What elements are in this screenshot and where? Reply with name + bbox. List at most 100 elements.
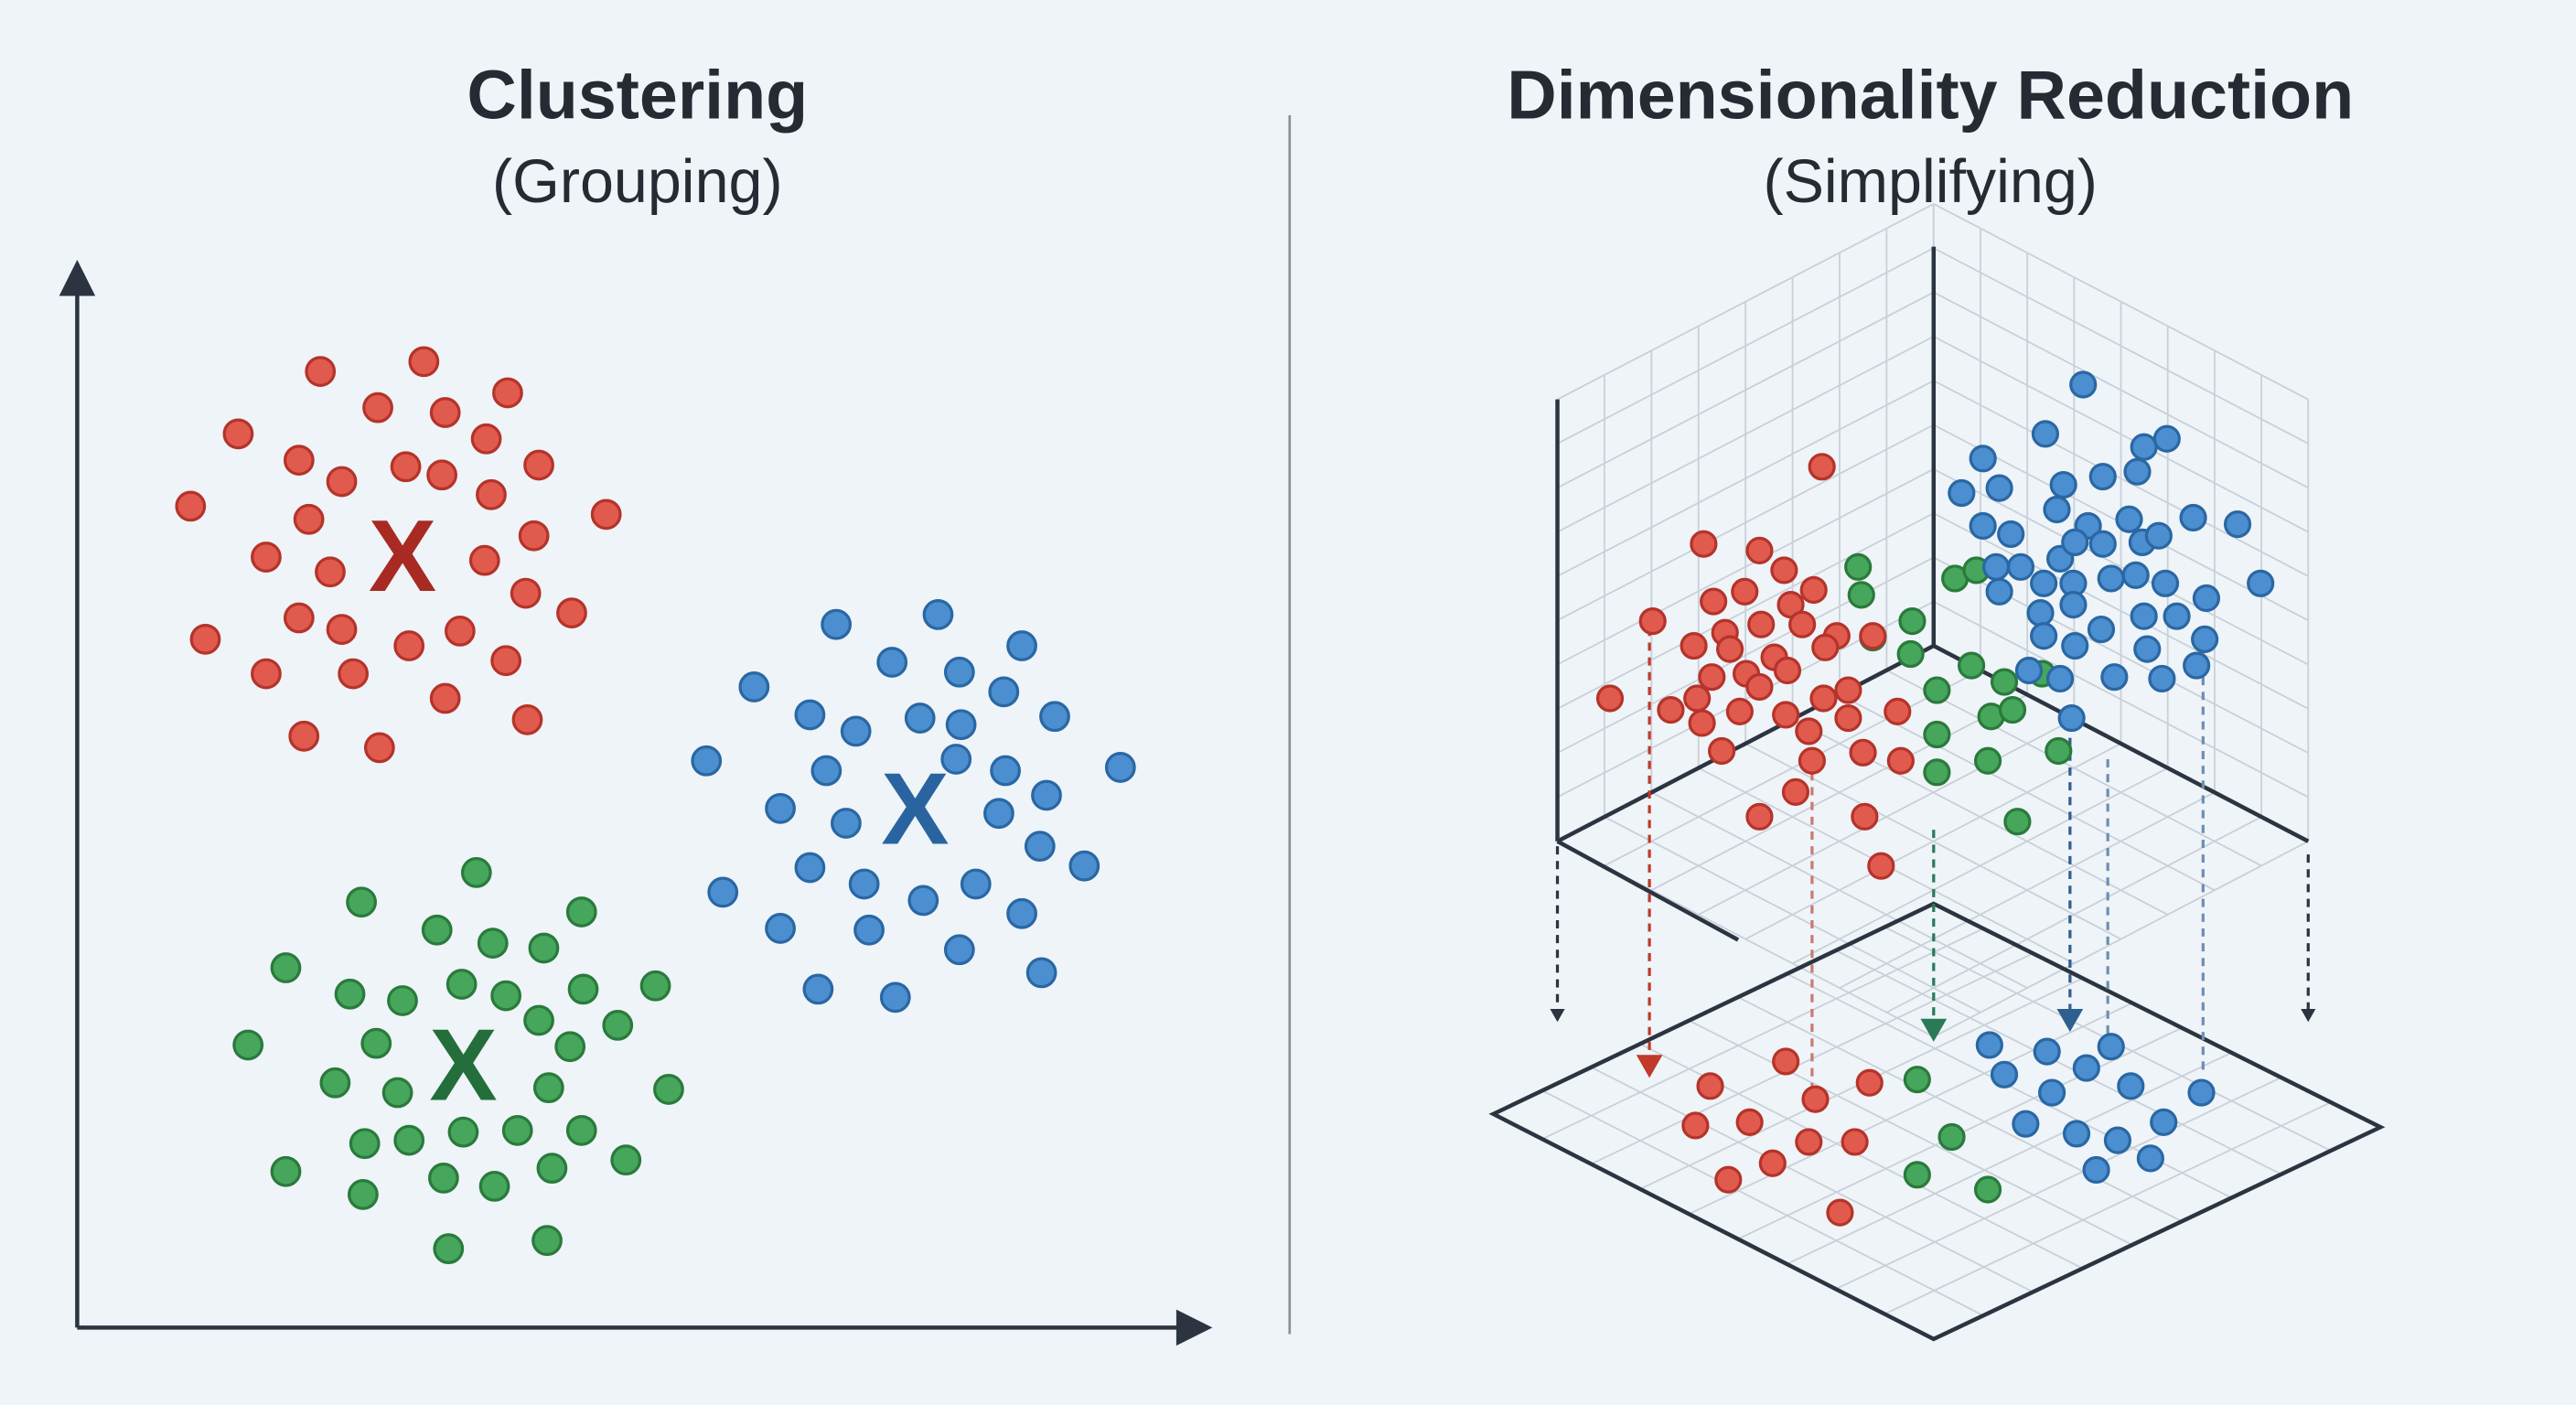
blue-point (2152, 424, 2181, 453)
green-point (381, 1077, 413, 1109)
projected-blue-point (2062, 1120, 2091, 1148)
blue-point (1985, 577, 2013, 606)
red-point (1700, 587, 1728, 616)
projected-green-point (1903, 1161, 1931, 1189)
red-point (470, 423, 502, 455)
red-point (338, 658, 370, 690)
plane-gridline (1835, 949, 2282, 1175)
red-point (510, 577, 542, 609)
floor-gridline (1744, 743, 2121, 940)
red-point (288, 720, 320, 752)
blue-point (2144, 521, 2173, 550)
red-point (408, 346, 440, 378)
projected-blue-point (2103, 1126, 2132, 1154)
red-point (1683, 684, 1712, 713)
blue-point (794, 852, 826, 884)
projected-blue-point (2012, 1110, 2040, 1138)
projected-red-point (1801, 1085, 1830, 1113)
red-point (476, 478, 507, 510)
red-point (363, 732, 395, 764)
blue-point (2179, 503, 2207, 532)
blue-point (876, 647, 908, 678)
floor-gridline (1698, 718, 2075, 916)
projected-red-point (1696, 1072, 1724, 1100)
floor-back-left-edge (1556, 644, 1935, 843)
green-point (2045, 736, 2073, 766)
red-point (590, 499, 622, 531)
projected-blue-point (1990, 1060, 2019, 1089)
blue-point (1039, 701, 1070, 733)
floor-gridline (1604, 669, 1981, 867)
blue-point (691, 745, 723, 777)
projected-red-point (1772, 1047, 1800, 1076)
projected-blue-point (2033, 1037, 2061, 1066)
blue-point (2223, 510, 2252, 539)
projected-red-point (1735, 1108, 1764, 1136)
right-wall-gridline (1933, 336, 2309, 533)
red-point (1747, 610, 1776, 638)
green-point (490, 980, 522, 1012)
green-point (610, 1144, 642, 1176)
green-point (433, 1233, 465, 1265)
clustering-subtitle: (Grouping) (492, 148, 783, 216)
red-point (315, 556, 346, 588)
blue-point (2006, 552, 2035, 581)
blue-point (2049, 470, 2077, 499)
green-point (1923, 676, 1951, 704)
green-point (270, 952, 302, 983)
blue-point (940, 744, 972, 775)
red-point (1781, 778, 1810, 806)
green-point (602, 1010, 634, 1041)
green-point (387, 985, 418, 1016)
red-point (1745, 802, 1774, 831)
blue-point (2191, 625, 2219, 653)
arrowhead (1550, 1008, 1565, 1023)
plane-gridline (1689, 1002, 2133, 1216)
blue-point (2115, 505, 2143, 533)
plane-gridline (1541, 928, 1984, 1141)
blue-point (2097, 564, 2125, 593)
red-point (283, 445, 315, 476)
red-point (1773, 656, 1802, 685)
plane-gridline (1737, 996, 2183, 1223)
blue-point (879, 981, 911, 1014)
left-wall-gridline (1557, 203, 1935, 401)
projected-green-point (1973, 1175, 2002, 1204)
blue-point (2026, 599, 2055, 627)
red-point (175, 490, 207, 522)
blue-point (2069, 370, 2098, 399)
green-point (536, 1153, 568, 1185)
red-point (393, 630, 425, 661)
cluster-points (175, 346, 1136, 1265)
blue-point (1104, 752, 1136, 783)
blue-point (1985, 474, 2013, 502)
blue-point (1997, 520, 2025, 549)
blue-point (1969, 511, 1997, 541)
red-point (1867, 852, 1895, 880)
projected-red-point (1795, 1128, 1823, 1156)
blue-point (2030, 622, 2058, 650)
left-wall-gridline (1557, 512, 1935, 710)
projected-blue-point (2187, 1078, 2216, 1107)
green-point (270, 1155, 302, 1187)
red-point (305, 356, 337, 388)
blue-point (794, 699, 826, 731)
green-point (1896, 639, 1925, 669)
blue-point (840, 715, 872, 747)
red-point (444, 615, 476, 647)
arrowhead (2301, 1008, 2316, 1023)
green-point (639, 970, 671, 1002)
blue-point (2059, 591, 2088, 619)
left-wall-gridline (1557, 336, 1935, 533)
blue-point (960, 868, 992, 900)
red-centroid-marker: X (369, 499, 436, 613)
red-point (556, 597, 587, 629)
red-point (1595, 684, 1625, 713)
projected-blue-point (2136, 1144, 2164, 1173)
red-point (1884, 697, 1912, 725)
x-axis-3d (1556, 839, 1740, 942)
red-point (1725, 697, 1754, 725)
green-point (349, 1128, 381, 1160)
blue-point (2100, 663, 2129, 692)
plane-gridline (1591, 1066, 2034, 1293)
